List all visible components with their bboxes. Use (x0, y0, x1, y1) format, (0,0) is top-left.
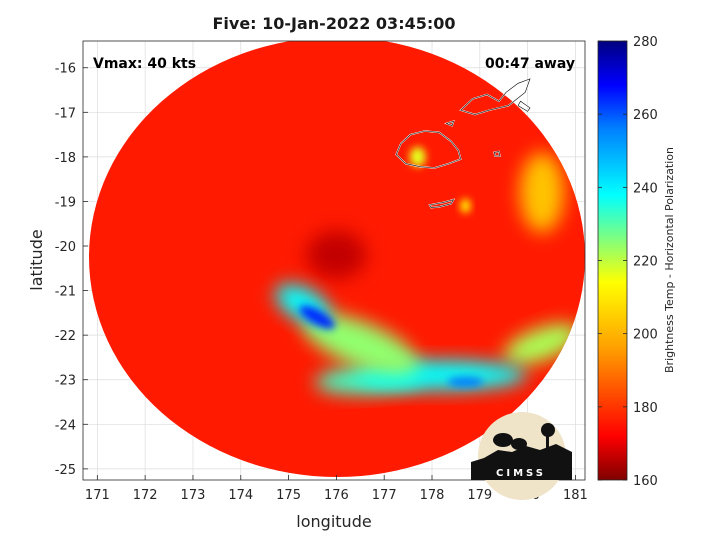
y-tick-label: -23 (55, 374, 76, 389)
colorbar-tick-label: 160 (633, 474, 658, 489)
taveuni-outline-inner (517, 100, 531, 112)
logo-tower-pole (546, 436, 549, 452)
logo-tower-tank (541, 423, 555, 437)
vmax-label: Vmax: 40 kts (93, 56, 196, 72)
x-tick-label: 175 (276, 488, 301, 503)
x-tick-label: 179 (467, 488, 492, 503)
colorbar-tick-label: 220 (633, 255, 658, 270)
y-tick-label: -20 (55, 240, 76, 255)
feature-cell-179 (460, 198, 471, 213)
x-tick-label: 177 (372, 488, 397, 503)
colorbar-tick-label: 280 (633, 35, 658, 50)
colorbar-tick-label: 240 (633, 181, 658, 196)
swath-layer (89, 41, 585, 477)
x-axis-label: longitude (296, 512, 371, 531)
colorbar-tick-label: 200 (633, 328, 658, 343)
logo-text: CIMSS (496, 468, 546, 479)
feature-north-cell (409, 146, 426, 167)
feature-east-cells (519, 152, 564, 233)
x-tick-label: 174 (228, 488, 253, 503)
logo-dish-left (493, 433, 513, 447)
x-tick-label: 172 (133, 488, 158, 503)
time-away-label: 00:47 away (485, 56, 575, 72)
x-tick-label: 176 (324, 488, 349, 503)
y-tick-label: -25 (55, 463, 76, 478)
x-tick-label: 178 (420, 488, 445, 503)
colorbar-tick-label: 180 (633, 401, 658, 416)
y-tick-label: -24 (55, 418, 76, 433)
x-tick-label: 171 (85, 488, 110, 503)
cimss-logo: CIMSS (471, 412, 572, 500)
y-axis-label: latitude (27, 229, 46, 290)
y-tick-label: -22 (55, 329, 76, 344)
x-ticks: 171172173174175176177178179180181 (85, 475, 588, 503)
y-tick-label: -17 (55, 106, 76, 121)
y-tick-label: -16 (55, 62, 76, 77)
land-outlines (395, 77, 532, 209)
features-layer (275, 146, 580, 394)
colorbar-label: Brightness Temp - Horizontal Polarizatio… (663, 147, 676, 373)
y-ticks: -16 -17 -18 -19 -20 -21 -22 -23 -24 -25 (55, 62, 88, 478)
y-tick-label: -18 (55, 151, 76, 166)
logo-dish-right (511, 438, 527, 450)
kadavu-outline-inner (429, 199, 455, 209)
y-tick-label: -21 (55, 285, 76, 300)
x-tick-label: 173 (181, 488, 206, 503)
vanua-levu-outline-inner (460, 78, 531, 115)
x-tick-label: 181 (563, 488, 588, 503)
colorbar-tick-label: 260 (633, 108, 658, 123)
colorbar-ticks: 160 180 200 220 240 260 280 (598, 35, 658, 489)
feature-east-band (503, 323, 580, 365)
feature-band-core (299, 305, 335, 330)
chart-title: Five: 10-Jan-2022 03:45:00 (212, 14, 455, 33)
feature-southern-band-core (447, 376, 484, 387)
colorbar (597, 40, 628, 481)
y-tick-label: -19 (55, 195, 76, 210)
logo-ground (471, 444, 572, 480)
islet-outline-inner (493, 151, 501, 157)
feature-eye (306, 230, 367, 279)
viti-levu-outline-inner (395, 130, 462, 169)
islet-outline-inner (445, 120, 454, 127)
axes-frame (82, 40, 586, 481)
